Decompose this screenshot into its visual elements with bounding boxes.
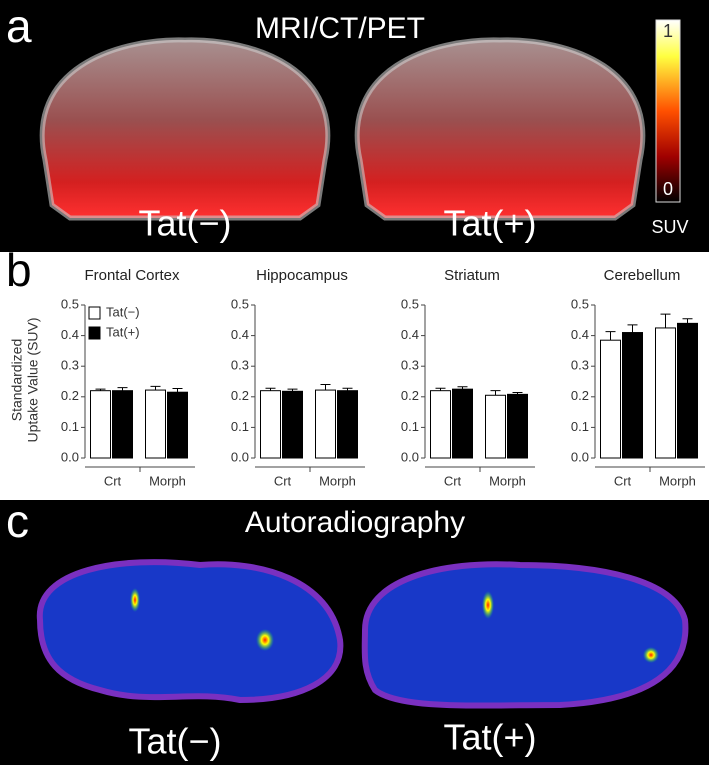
hotspot [482,591,494,619]
x-tick-label: Morph [659,473,696,488]
x-tick-label: Morph [149,473,186,488]
y-tick-label: 0.0 [571,449,589,464]
legend-swatch [88,326,101,340]
autorad-image [361,561,689,709]
error-bar [457,386,468,390]
legend-label: Tat(+) [106,324,140,339]
bar [337,390,358,459]
bar [90,390,111,459]
bar [260,390,281,459]
error-bar [660,313,671,328]
bar [677,322,698,459]
x-tick-label: Crt [444,473,462,488]
panel-label: c [6,495,29,547]
error-bar [265,387,276,391]
y-tick-label: 0.1 [401,419,419,434]
hotspot [643,647,659,663]
y-tick-label: 0.3 [231,358,249,373]
image-label: Tat(−) [138,203,231,244]
y-tick-label: 0.1 [571,419,589,434]
error-bar [172,388,183,393]
bar [655,327,676,459]
y-tick-label: 0.0 [401,449,419,464]
bar [430,390,451,459]
bar [622,332,643,459]
bar [145,389,166,459]
y-tick-label: 0.3 [401,358,419,373]
colorbar-label: SUV [651,217,688,237]
chart-title: Frontal Cortex [84,267,180,284]
bar [112,390,133,459]
autorad-image [36,559,344,704]
error-bar [490,390,501,396]
x-tick-label: Crt [104,473,122,488]
error-bar [150,385,161,391]
legend-label: Tat(−) [106,304,140,319]
y-tick-label: 0.5 [61,296,79,311]
bar [600,339,621,459]
x-tick-label: Crt [274,473,292,488]
x-tick-label: Morph [489,473,526,488]
mri-image [39,37,331,221]
y-tick-label: 0.5 [401,296,419,311]
y-tick-label: 0.2 [571,388,589,403]
y-axis-label: Standardized [9,339,25,422]
y-tick-label: 0.2 [61,388,79,403]
x-tick-label: Crt [614,473,632,488]
image-label: Tat(+) [443,203,536,244]
y-tick-label: 0.5 [571,296,589,311]
y-tick-label: 0.0 [61,449,79,464]
y-tick-label: 0.4 [61,327,79,342]
y-tick-label: 0.1 [231,419,249,434]
bar [282,390,303,459]
error-bar [605,331,616,341]
error-bar [287,388,298,392]
colorbar-min: 0 [663,179,673,199]
chart-title: Cerebellum [604,267,681,284]
colorbar-max: 1 [663,21,673,41]
bar [167,391,188,459]
mri-image [354,37,646,221]
y-tick-label: 0.0 [231,449,249,464]
x-tick-label: Morph [319,473,356,488]
y-tick-label: 0.2 [401,388,419,403]
bar [315,389,336,459]
panel-title: Autoradiography [245,506,465,539]
hotspot [130,588,140,612]
error-bar [627,324,638,333]
error-bar [342,387,353,391]
chart-title: Hippocampus [256,267,348,284]
bar [452,388,473,459]
bar [507,393,528,459]
y-tick-label: 0.4 [401,327,419,342]
error-bar [512,392,523,395]
colorbar [655,19,681,203]
y-tick-label: 0.4 [231,327,249,342]
y-tick-label: 0.3 [571,358,589,373]
error-bar [117,387,128,391]
y-tick-label: 0.4 [571,327,589,342]
error-bar [682,318,693,324]
panel-label: a [6,0,32,52]
charts: Frontal Cortex 0.0 0.1 0.2 0.3 0.4 0.5 Crt Morph… [61,267,705,488]
panel-title: MRI/CT/PET [255,12,425,45]
y-tick-label: 0.3 [61,358,79,373]
y-tick-label: 0.2 [231,388,249,403]
image-label: Tat(+) [443,717,536,758]
y-tick-label: 0.5 [231,296,249,311]
error-bar [95,388,106,391]
error-bar [320,384,331,391]
hotspot [256,629,274,651]
chart-title: Striatum [444,267,500,284]
panel-label: b [6,244,32,296]
error-bar [435,387,446,391]
y-axis-label: Uptake Value (SUV) [25,317,41,442]
legend-swatch [88,306,101,320]
bar [485,394,506,459]
y-tick-label: 0.1 [61,419,79,434]
image-label: Tat(−) [128,721,221,762]
